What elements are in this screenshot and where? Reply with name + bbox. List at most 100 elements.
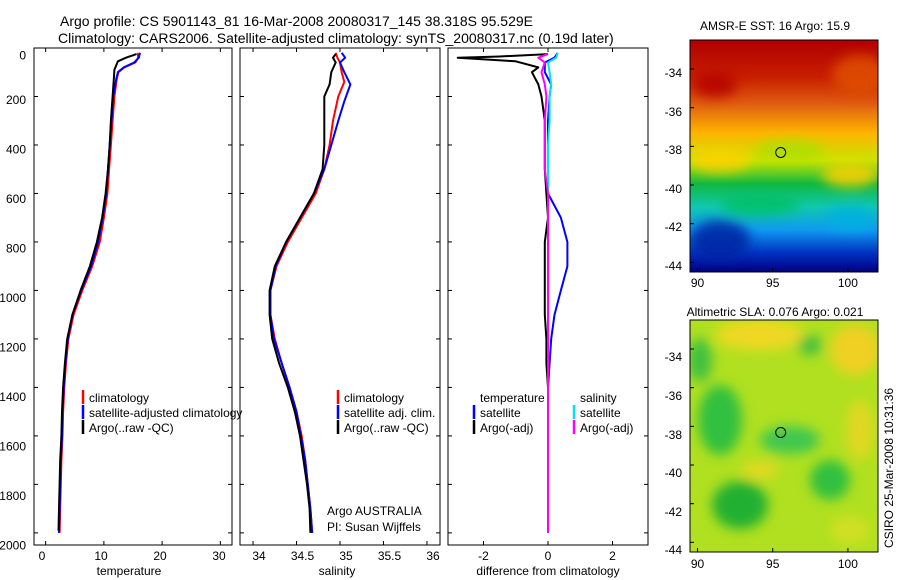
- lon-tick-label: 100: [838, 276, 858, 290]
- lat-tick-label: -40: [665, 466, 683, 480]
- legend-label-satellite: satellite-adjusted climatology: [89, 406, 242, 420]
- temperature-axes-frame: [33, 47, 233, 546]
- sla-lon-tick-labels: 90 95 100: [691, 557, 858, 571]
- difference-x-tick-labels: -2 0 2: [478, 549, 616, 563]
- depth-tick-label: 0: [19, 49, 26, 63]
- x-tick-label: -2: [478, 549, 489, 563]
- lat-tick-label: -44: [665, 259, 683, 273]
- depth-tick-labels: 0 200 400 600 800 1000 1200 1400 1600 18…: [0, 49, 26, 553]
- x-tick-label: 2: [609, 549, 616, 563]
- temperature-x-label: temperature: [97, 564, 162, 578]
- map-sla: Altimetric SLA: 0.076 Argo: 0.021 -34: [665, 305, 879, 571]
- panel-temperature: 0 200 400 600 800 1000 1200 1400 1600 18…: [0, 47, 242, 578]
- lat-tick-label: -34: [665, 66, 683, 80]
- series-line-2: [57, 53, 137, 531]
- temperature-series-layer: [57, 52, 141, 533]
- depth-tick-label: 2000: [0, 538, 26, 552]
- series-line-0: [58, 52, 140, 533]
- creation-timestamp-label: CSIRO 25-Mar-2008 10:31:36: [882, 388, 896, 548]
- sla-map-ticks: [690, 348, 849, 552]
- legend-label-argo: Argo(..raw -QC): [89, 421, 174, 435]
- legend-heading-temperature: temperature: [480, 391, 545, 405]
- x-tick-label: 20: [153, 549, 167, 563]
- difference-series-layer: [456, 52, 569, 533]
- x-tick-label: 35: [339, 549, 353, 563]
- sla-float-position-marker: [775, 427, 787, 438]
- salinity-ticks: [240, 47, 440, 545]
- salinity-legend: climatology satellite adj. clim. Argo(..…: [336, 390, 435, 435]
- lat-tick-label: -42: [665, 220, 683, 234]
- x-tick-label: 34.5: [291, 549, 315, 563]
- legend-label-temp-argo: Argo(-adj): [480, 421, 533, 435]
- lon-tick-label: 90: [691, 557, 705, 571]
- legend-label-temp-satellite: satellite: [480, 406, 521, 420]
- legend-heading-salinity: salinity: [580, 391, 617, 405]
- sst-map-frame: [689, 39, 879, 273]
- legend-label-climatology: climatology: [344, 391, 404, 405]
- pi-annotation: PI: Susan Wijffels: [327, 520, 421, 534]
- difference-legend: temperature satellite Argo(-adj) salinit…: [472, 391, 633, 435]
- sla-lat-tick-labels: -34 -36 -38 -40 -42 -44: [665, 350, 683, 557]
- legend-label-sal-argo: Argo(-adj): [580, 421, 633, 435]
- depth-tick-label: 1200: [0, 340, 26, 354]
- lon-tick-label: 95: [766, 276, 780, 290]
- series-line-2: [268, 53, 337, 533]
- figure-title-line1: Argo profile: CS 5901143_81 16-Mar-2008 …: [60, 13, 533, 29]
- temperature-ticks: [34, 47, 232, 545]
- depth-tick-label: 400: [6, 142, 26, 156]
- x-tick-label: 0: [545, 549, 552, 563]
- series-line-0: [269, 52, 346, 533]
- x-tick-label: 34: [252, 549, 266, 563]
- x-tick-label: 10: [94, 549, 108, 563]
- x-tick-label: 30: [212, 549, 226, 563]
- sla-map-frame: [689, 319, 879, 553]
- sla-map-title: Altimetric SLA: 0.076 Argo: 0.021: [687, 305, 864, 319]
- depth-tick-label: 1400: [0, 390, 26, 404]
- figure-title-line2: Climatology: CARS2006. Satellite-adjuste…: [58, 30, 614, 46]
- panel-salinity: 34 34.5 35 35.5 36 salinity climatology …: [239, 47, 441, 578]
- series-line-3: [537, 53, 549, 533]
- float-program-annotation: Argo AUSTRALIA: [327, 504, 422, 518]
- lat-tick-label: -38: [665, 428, 683, 442]
- x-tick-label: 35.5: [378, 549, 402, 563]
- sst-lon-tick-labels: 90 95 100: [691, 276, 858, 290]
- lon-tick-label: 100: [838, 557, 858, 571]
- sst-map-image: [690, 40, 878, 272]
- x-tick-label: 0: [39, 549, 46, 563]
- temperature-x-tick-labels: 0 10 20 30: [39, 549, 226, 563]
- sst-map-title: AMSR-E SST: 16 Argo: 15.9: [700, 19, 850, 33]
- series-line-2: [547, 52, 559, 533]
- panel-difference: -2 0 2 difference from climatology tempe…: [447, 47, 649, 578]
- sst-float-position-marker: [775, 147, 787, 158]
- lat-tick-label: -38: [665, 143, 683, 157]
- lat-tick-label: -34: [665, 350, 683, 364]
- legend-label-argo: Argo(..raw -QC): [344, 421, 429, 435]
- lat-tick-label: -36: [665, 389, 683, 403]
- salinity-series-layer: [268, 52, 352, 533]
- sst-map-ticks: [690, 68, 849, 272]
- x-tick-label: 36: [426, 549, 440, 563]
- legend-label-satellite: satellite adj. clim.: [344, 406, 435, 420]
- map-sst: AMSR-E SST: 16 Argo: 15.9 -34 -36 -38 -4…: [665, 19, 879, 290]
- series-line-1: [269, 52, 352, 533]
- depth-tick-label: 1600: [0, 439, 26, 453]
- depth-tick-label: 800: [6, 241, 26, 255]
- salinity-x-tick-labels: 34 34.5 35 35.5 36: [252, 549, 440, 563]
- lon-tick-label: 95: [766, 557, 780, 571]
- difference-ticks: [448, 47, 648, 545]
- depth-tick-label: 1000: [0, 291, 26, 305]
- depth-tick-label: 200: [6, 93, 26, 107]
- sst-lat-tick-labels: -34 -36 -38 -40 -42 -44: [665, 66, 683, 273]
- temperature-legend: climatology satellite-adjusted climatolo…: [81, 390, 242, 435]
- lat-tick-label: -40: [665, 182, 683, 196]
- legend-label-climatology: climatology: [89, 391, 149, 405]
- series-line-1: [456, 53, 549, 533]
- legend-label-sal-satellite: satellite: [580, 406, 621, 420]
- difference-x-label: difference from climatology: [476, 564, 619, 578]
- depth-tick-label: 1800: [0, 489, 26, 503]
- lon-tick-label: 90: [691, 276, 705, 290]
- series-line-1: [58, 52, 141, 533]
- lat-tick-label: -44: [665, 543, 683, 557]
- depth-tick-label: 600: [6, 192, 26, 206]
